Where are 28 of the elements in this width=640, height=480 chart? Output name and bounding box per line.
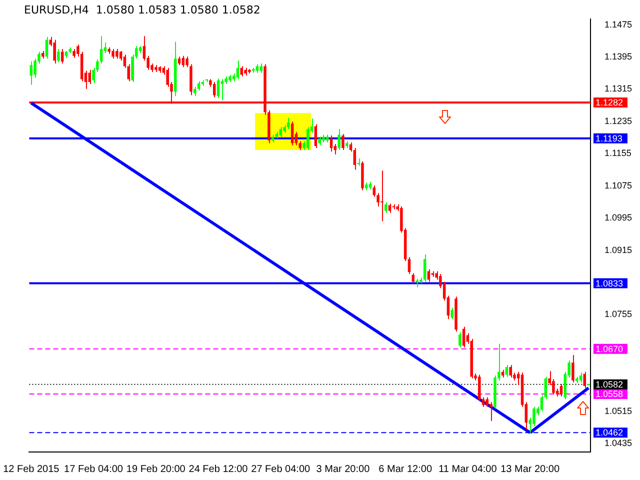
y-tick-label: 1.0915 (604, 244, 632, 255)
x-tick-label: 3 Mar 20:00 (316, 464, 370, 475)
y-tick-label: 1.1475 (604, 19, 632, 30)
y-tick-label: 1.0995 (604, 212, 632, 223)
ref-line-label: 1.1193 (595, 133, 622, 144)
ref-line-label: 1.0582 (595, 379, 624, 390)
y-tick-label: 1.1235 (604, 116, 632, 126)
y-tick-label: 1.1315 (604, 84, 632, 94)
y-tick-label: 1.1395 (604, 52, 632, 62)
chart-title: EURUSD,H4 1.0580 1.0583 1.0580 1.0582 (24, 3, 260, 16)
x-tick-label: 19 Feb 20:00 (126, 464, 186, 475)
x-tick-label: 13 Mar 20:00 (500, 464, 560, 475)
ref-line-label: 1.0833 (595, 278, 624, 288)
y-tick-label: 1.1075 (604, 180, 632, 190)
y-tick-label: 1.0435 (604, 438, 632, 448)
x-tick-label: 12 Feb 2015 (3, 464, 60, 475)
x-tick-label: 11 Mar 04:00 (438, 464, 498, 475)
ref-line-label: 1.1282 (595, 98, 624, 108)
ref-line-label: 1.0462 (595, 428, 624, 438)
x-tick-label: 24 Feb 12:00 (188, 464, 248, 475)
y-tick-label: 1.0515 (604, 406, 632, 416)
x-tick-label: 17 Feb 04:00 (64, 464, 124, 475)
y-tick-label: 1.1155 (604, 148, 632, 158)
x-tick-label: 6 Mar 12:00 (378, 464, 432, 475)
x-tick-label: 27 Feb 04:00 (251, 464, 311, 475)
ref-line-label: 1.0670 (595, 344, 624, 354)
ref-line-label: 1.0558 (595, 389, 624, 400)
y-tick-label: 1.0755 (604, 309, 632, 320)
